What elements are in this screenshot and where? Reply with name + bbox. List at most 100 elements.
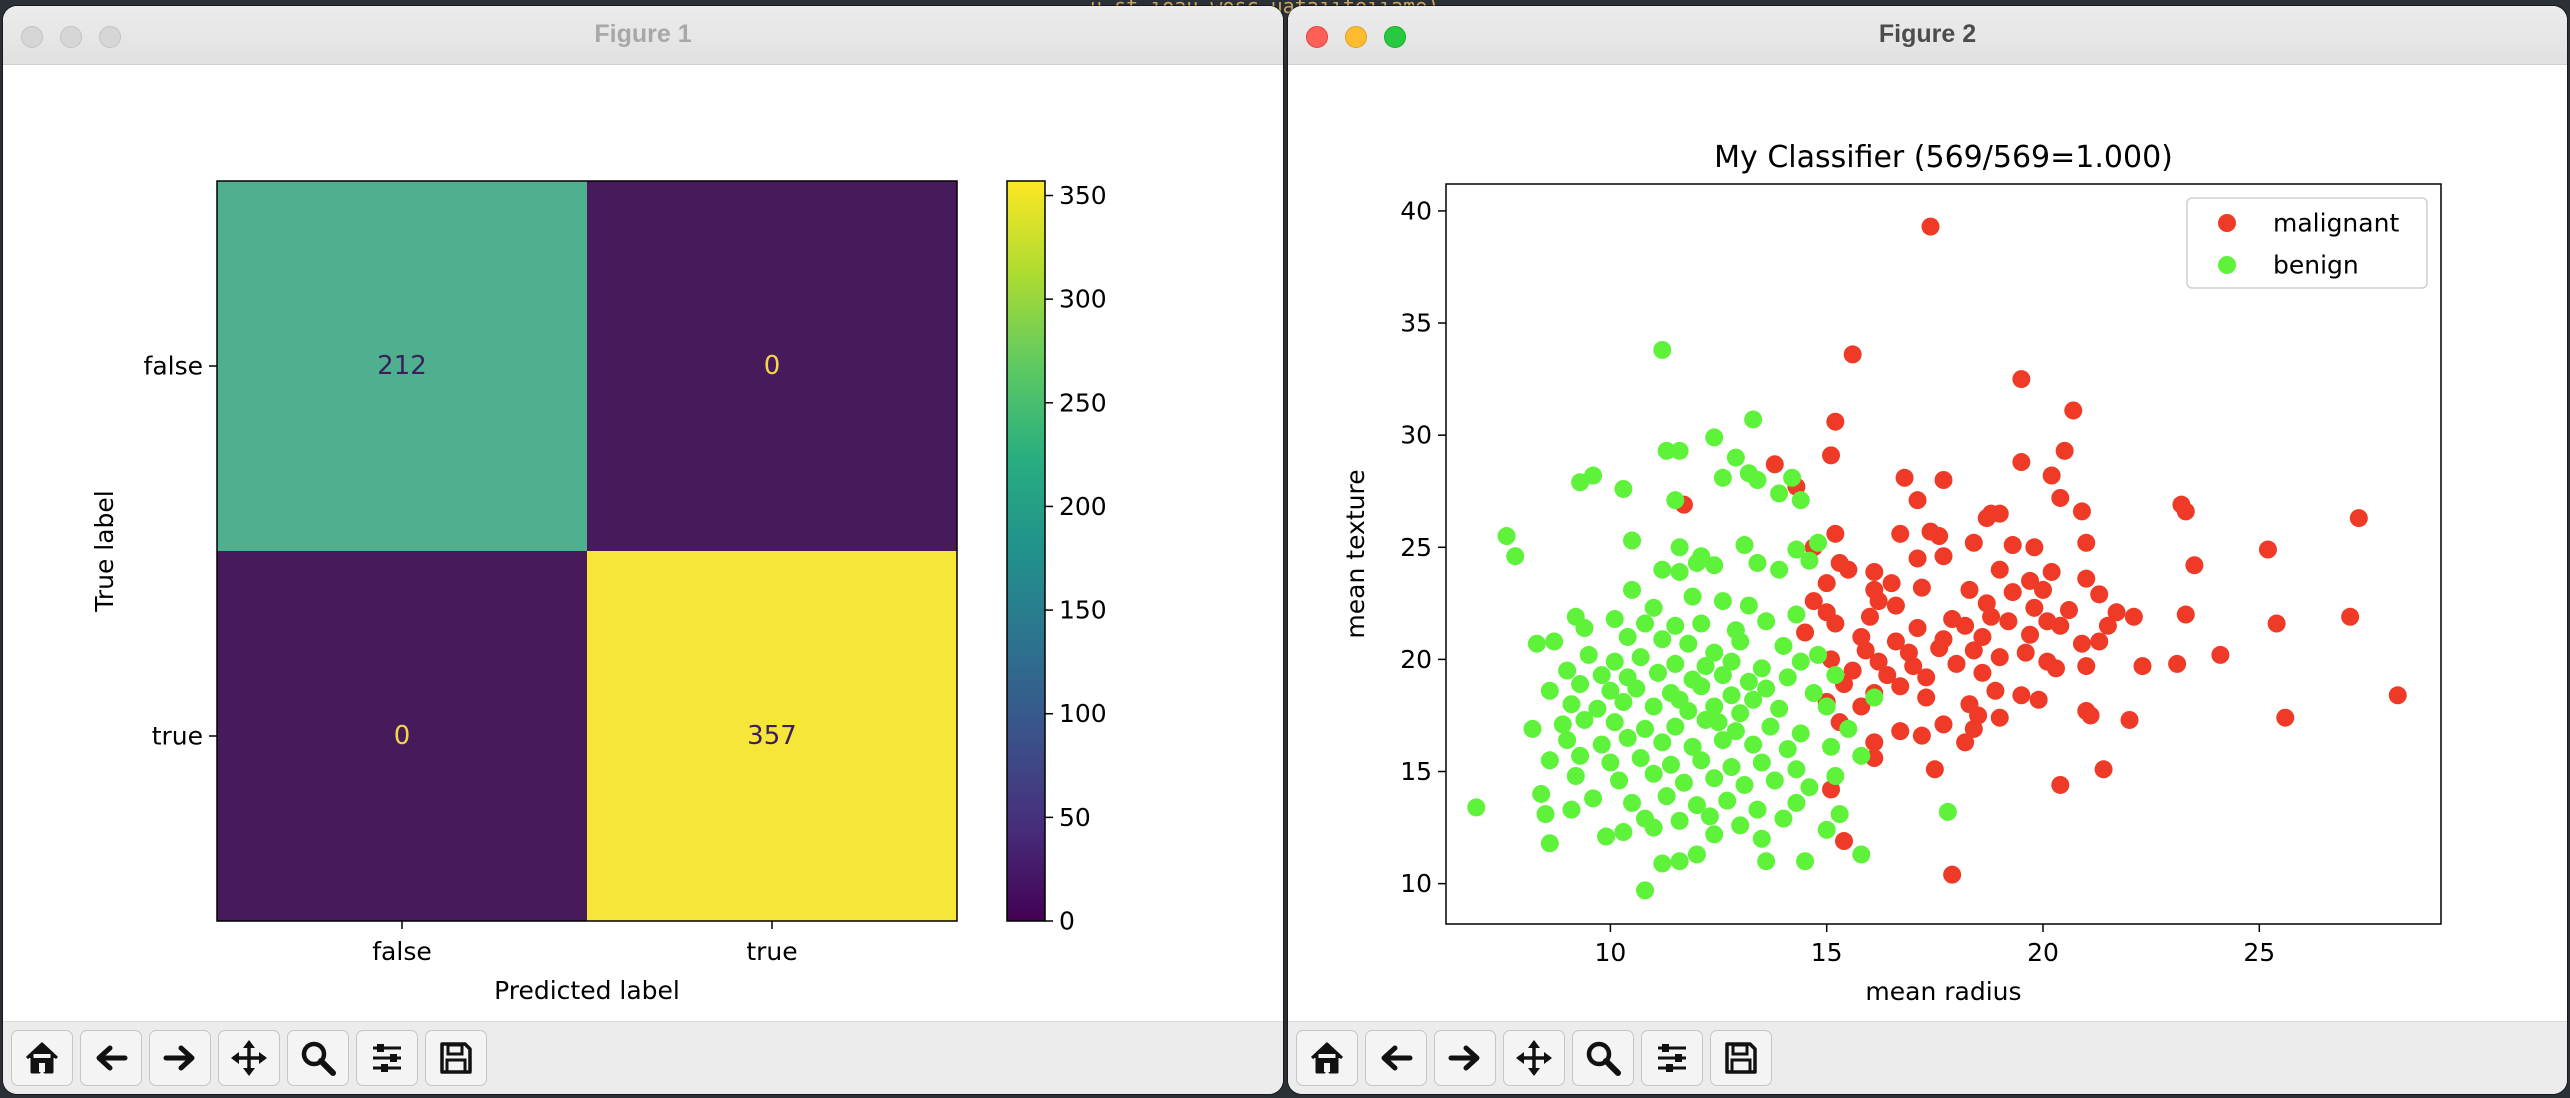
navigation-toolbar xyxy=(3,1021,1283,1094)
benign-point xyxy=(1670,811,1689,830)
benign-point xyxy=(1804,684,1823,703)
benign-point xyxy=(1636,881,1654,900)
y-tick-label: false xyxy=(144,352,203,381)
pan-move-button[interactable] xyxy=(1503,1030,1565,1086)
benign-point xyxy=(1722,686,1741,705)
colorbar-tick-label: 350 xyxy=(1059,181,1107,210)
colorbar-tick-label: 150 xyxy=(1059,596,1107,625)
benign-point xyxy=(1670,690,1689,709)
figure2-titlebar[interactable]: Figure 2 xyxy=(1288,6,2567,65)
benign-point xyxy=(1809,533,1828,552)
benign-point xyxy=(1744,410,1763,429)
benign-point xyxy=(1787,605,1806,624)
malignant-point xyxy=(2029,690,2048,709)
close-window-button[interactable] xyxy=(21,26,43,48)
benign-point xyxy=(1692,751,1711,770)
benign-point xyxy=(1739,672,1758,691)
colorbar xyxy=(1006,180,1046,922)
malignant-point xyxy=(1912,726,1931,745)
malignant-point xyxy=(1796,623,1815,642)
zoom-magnifier-button[interactable] xyxy=(1572,1030,1634,1086)
figure2-window: Figure 2 10 15 20 25 10 15 20 25 30 35 40 My Classi… xyxy=(1288,6,2567,1094)
malignant-point xyxy=(1826,412,1845,431)
benign-point xyxy=(1666,717,1685,736)
benign-point xyxy=(1644,598,1663,617)
benign-point xyxy=(1774,809,1793,828)
benign-point xyxy=(1623,531,1642,550)
malignant-point xyxy=(2258,540,2277,559)
malignant-point xyxy=(2168,654,2187,673)
malignant-point xyxy=(2077,569,2096,588)
benign-point xyxy=(1757,679,1776,698)
benign-point xyxy=(1757,612,1776,631)
pan-move-button[interactable] xyxy=(218,1030,280,1086)
benign-point xyxy=(1713,592,1732,611)
benign-point xyxy=(1800,778,1819,797)
malignant-point xyxy=(1886,596,1905,615)
window-title: Figure 2 xyxy=(1878,20,1977,48)
malignant-point xyxy=(1934,547,1953,566)
close-window-button[interactable] xyxy=(1306,26,1328,48)
home-button[interactable] xyxy=(1296,1030,1358,1086)
malignant-point xyxy=(2133,657,2152,676)
benign-point xyxy=(1687,553,1706,572)
benign-point xyxy=(1627,679,1646,698)
maximize-window-button[interactable] xyxy=(1384,26,1406,48)
benign-point xyxy=(1718,791,1737,810)
zoom-magnifier-button[interactable] xyxy=(287,1030,349,1086)
home-icon xyxy=(1310,1042,1344,1074)
benign-point xyxy=(1666,491,1685,510)
benign-point xyxy=(1571,746,1590,765)
benign-point xyxy=(1540,681,1559,700)
forward-arrow-icon xyxy=(163,1045,195,1071)
minimize-window-button[interactable] xyxy=(1345,26,1367,48)
back-arrow-button[interactable] xyxy=(1365,1030,1427,1086)
benign-point xyxy=(1852,746,1871,765)
figure1-titlebar[interactable]: Figure 1 xyxy=(3,6,1283,65)
cell-value-label: 0 xyxy=(764,351,781,381)
benign-point xyxy=(1752,753,1771,772)
malignant-point xyxy=(2064,401,2083,420)
save-floppy-button[interactable] xyxy=(425,1030,487,1086)
malignant-point xyxy=(2042,466,2061,485)
configure-subplots-button[interactable] xyxy=(1641,1030,1703,1086)
configure-subplots-button[interactable] xyxy=(356,1030,418,1086)
malignant-point xyxy=(2055,441,2074,460)
window-title: Figure 1 xyxy=(594,20,692,48)
forward-arrow-button[interactable] xyxy=(149,1030,211,1086)
benign-point xyxy=(1670,562,1689,581)
benign-point xyxy=(1687,845,1706,864)
benign-point xyxy=(1558,731,1577,750)
benign-point xyxy=(1670,441,1689,460)
benign-point xyxy=(1605,610,1624,629)
back-arrow-button[interactable] xyxy=(80,1030,142,1086)
malignant-point xyxy=(1891,722,1910,741)
benign-point xyxy=(1605,713,1624,732)
malignant-point xyxy=(2120,710,2139,729)
benign-point xyxy=(1722,652,1741,671)
malignant-point xyxy=(1947,654,1966,673)
home-button[interactable] xyxy=(11,1030,73,1086)
minimize-window-button[interactable] xyxy=(60,26,82,48)
maximize-window-button[interactable] xyxy=(99,26,121,48)
benign-point xyxy=(1739,596,1758,615)
malignant-point xyxy=(1986,681,2005,700)
x-tick-label: 20 xyxy=(2027,938,2059,967)
benign-point xyxy=(1553,715,1572,734)
save-floppy-button[interactable] xyxy=(1710,1030,1772,1086)
benign-point xyxy=(1683,737,1702,756)
malignant-point xyxy=(1964,533,1983,552)
malignant-point xyxy=(1982,607,2001,626)
confusion-matrix-plot[interactable]: 212 0 0 357 false true false true Predicted labe… xyxy=(3,65,1283,1021)
benign-point xyxy=(1579,645,1598,664)
benign-point xyxy=(1601,753,1620,772)
forward-arrow-button[interactable] xyxy=(1434,1030,1496,1086)
malignant-point xyxy=(1822,446,1841,465)
scatter-classifier-plot[interactable]: 10 15 20 25 10 15 20 25 30 35 40 My Classifier (569… xyxy=(1288,65,2567,1021)
x-tick-label: false xyxy=(372,937,431,966)
benign-point xyxy=(1938,802,1957,821)
malignant-point xyxy=(1964,641,1983,660)
benign-point xyxy=(1566,767,1585,785)
benign-point xyxy=(1644,764,1663,783)
malignant-point xyxy=(2025,598,2044,617)
